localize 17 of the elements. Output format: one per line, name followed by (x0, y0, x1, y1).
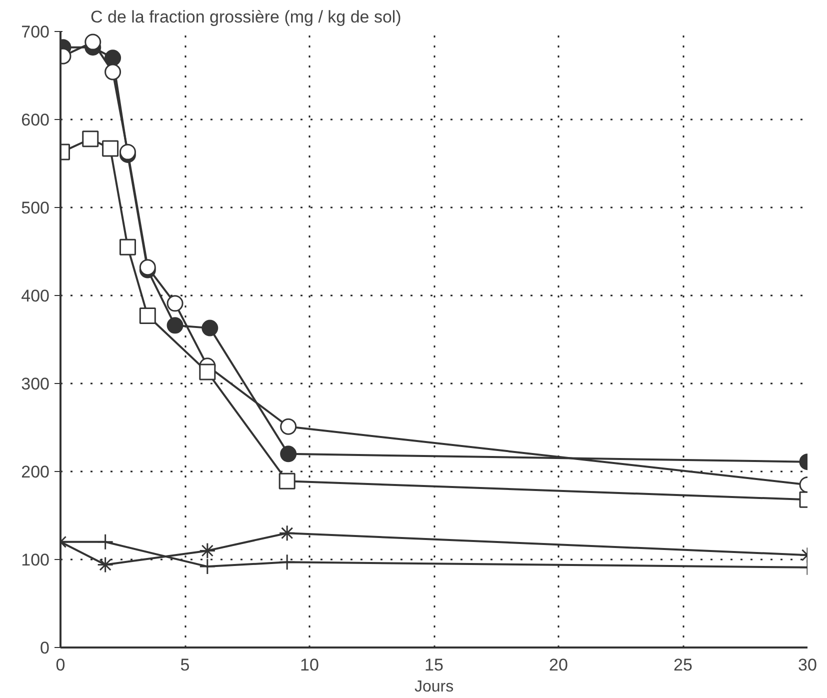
x-tick-label: 25 (674, 656, 692, 674)
y-tick-label: 500 (21, 198, 50, 218)
y-tick-label: 300 (21, 374, 50, 394)
x-axis-title: Jours (414, 678, 454, 696)
y-tick-label: 0 (40, 638, 50, 658)
y-tick-label: 700 (21, 22, 50, 42)
y-tick-label: 100 (21, 550, 50, 570)
x-tick-label: 15 (424, 656, 444, 674)
y-tick-label: 400 (21, 286, 50, 306)
x-tick-label: 0 (56, 656, 66, 674)
x-tick-label: 20 (549, 656, 568, 674)
x-tick-label: 10 (300, 656, 319, 674)
y-tick-label: 600 (21, 110, 50, 130)
x-tick-label: 30 (798, 656, 817, 674)
chart-title: C de la fraction grossière (mg / kg de sol) (90, 8, 402, 26)
y-tick-label: 200 (21, 462, 50, 482)
x-tick-label: 5 (180, 656, 190, 674)
